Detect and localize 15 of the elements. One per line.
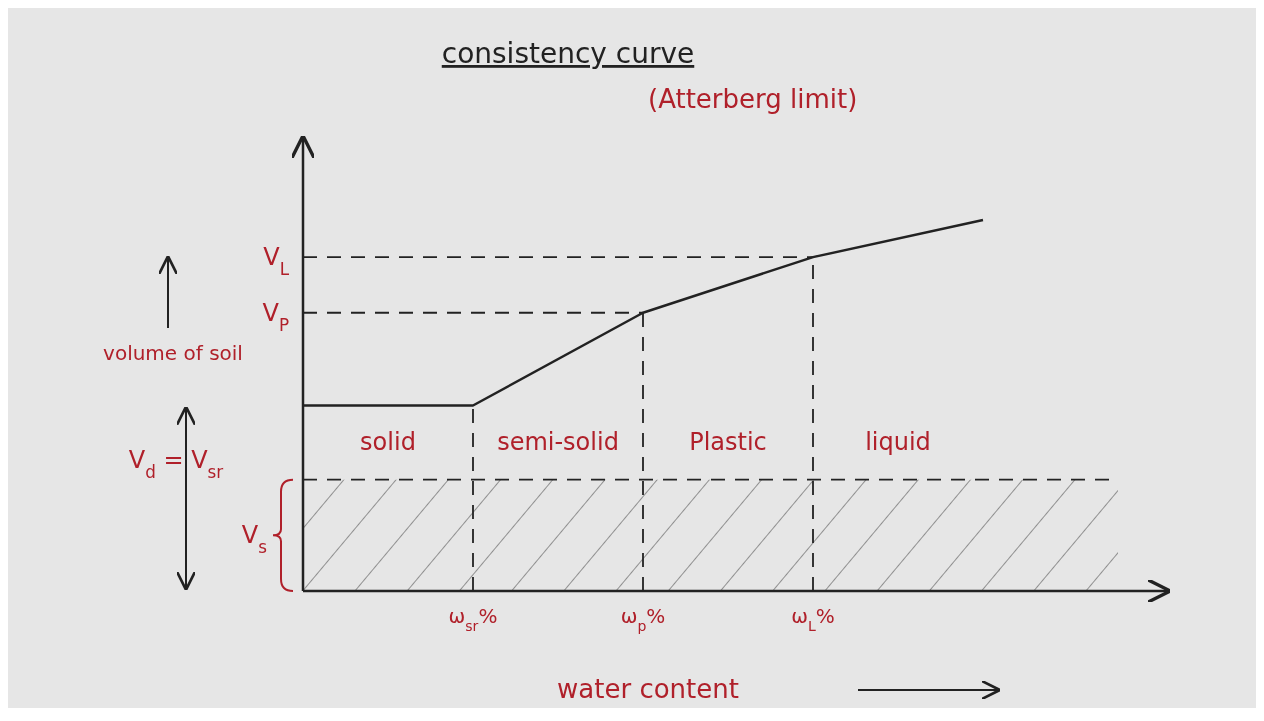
ref-line-label: V$_{L}$ [263,243,290,280]
y-axis-title: volume of soil [103,341,243,365]
x-tick-label: ω$_{p}$% [620,604,666,634]
annotation: solid [360,428,416,457]
x-axis-title: water content [557,674,739,704]
chart-title: consistency curve [441,37,695,70]
annotation: liquid [865,428,931,457]
band-label: V$_{s}$ [241,521,267,558]
chart-subtitle: (Atterberg limit) [648,84,858,114]
annotation: Plastic [689,428,767,457]
text: V$_{d}$ = V$_{sr}$ [128,446,224,483]
x-tick-label: ω$_{L}$% [791,604,835,634]
ref-line-label: V$_{P}$ [262,298,289,335]
x-tick-label: ω$_{sr}$% [448,604,498,634]
annotation: semi-solid [497,428,619,457]
